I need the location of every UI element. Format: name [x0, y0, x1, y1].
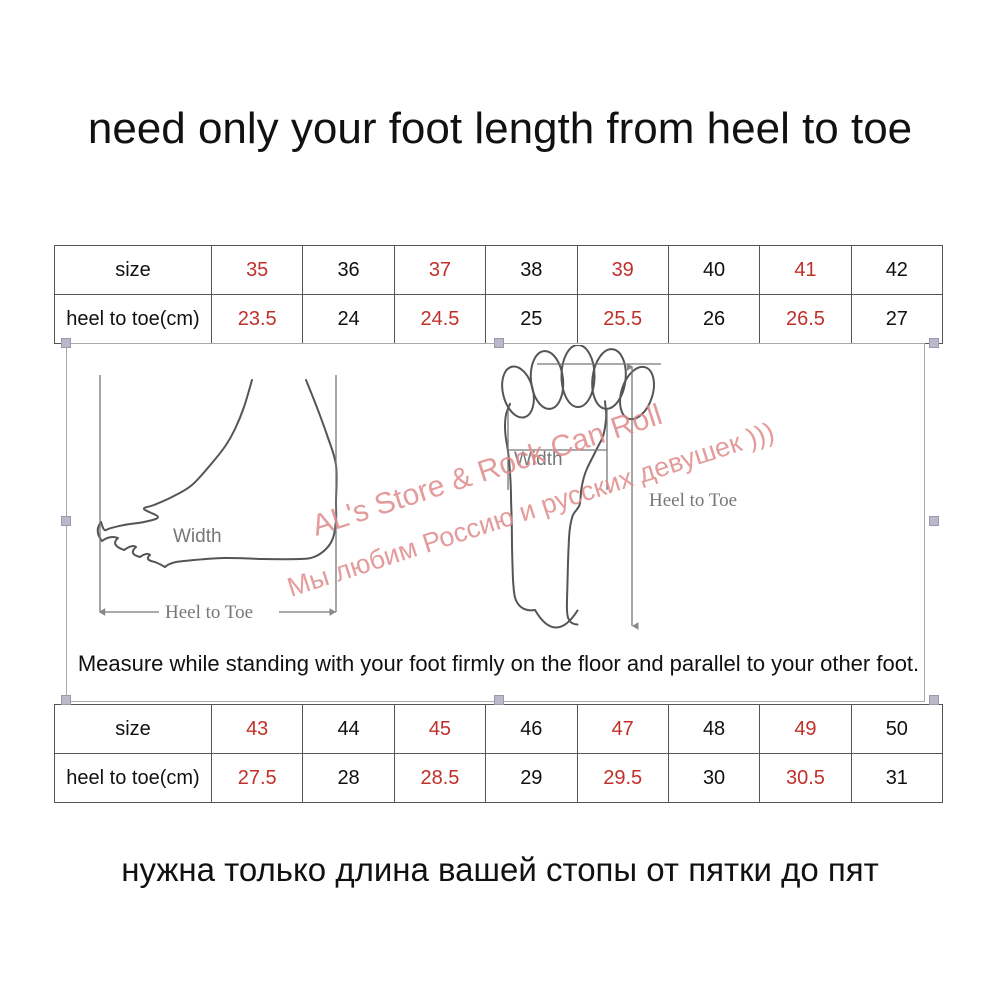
svg-text:Heel to Toe: Heel to Toe [165, 602, 253, 623]
svg-text:Width: Width [173, 526, 222, 547]
svg-text:Heel to Toe: Heel to Toe [649, 490, 737, 511]
